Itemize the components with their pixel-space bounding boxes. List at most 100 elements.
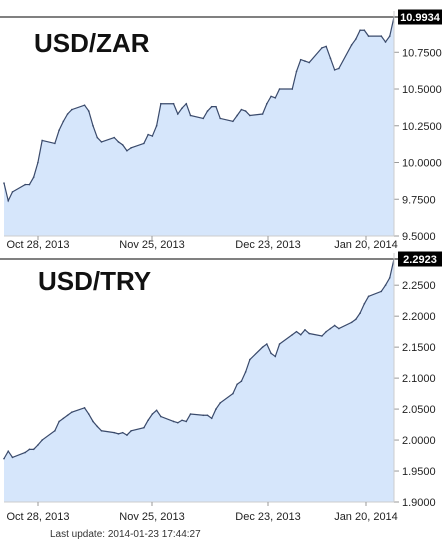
try-data-point [66, 414, 69, 417]
try-data-point [367, 295, 370, 298]
try-data-point [295, 330, 298, 333]
zar-data-point [92, 124, 94, 127]
try-data-point [83, 407, 86, 409]
zar-data-point [83, 104, 86, 106]
try-data-point [71, 411, 73, 413]
try-chart-title: USD/TRY [38, 266, 151, 296]
zar-data-point [54, 142, 56, 145]
zar-data-point [359, 29, 361, 32]
zar-data-point [236, 114, 238, 117]
try-data-point [96, 425, 99, 428]
try-data-point [100, 429, 103, 432]
try-data-point [62, 417, 65, 420]
zar-data-point [121, 144, 124, 146]
try-data-point [143, 426, 145, 429]
zar-data-point [155, 124, 158, 127]
zar-data-point [202, 117, 205, 120]
try-data-point [41, 439, 43, 441]
zar-y-tick-label: 9.5000 [402, 231, 436, 243]
try-y-tick-label: 2.2000 [402, 311, 436, 323]
zar-data-point [71, 108, 73, 111]
try-data-point [333, 324, 336, 327]
zar-data-point [3, 182, 5, 184]
try-data-point [304, 329, 306, 331]
try-y-tick-label: 2.1500 [402, 342, 436, 354]
zar-x-tick-label: Jan 20, 2014 [334, 239, 398, 251]
try-data-point [270, 352, 272, 355]
zar-data-point [206, 110, 209, 112]
try-area-fill [4, 259, 394, 502]
try-data-point [113, 431, 116, 434]
try-last-value-badge [398, 251, 442, 267]
try-data-point [299, 333, 302, 336]
try-x-tick-label: Oct 28, 2013 [7, 511, 70, 523]
try-x-tick-label: Jan 20, 2014 [334, 511, 398, 523]
try-y-tick-label: 2.1000 [402, 373, 436, 385]
zar-y-tick-label: 10.0000 [402, 158, 442, 170]
zar-data-point [274, 97, 277, 99]
try-data-point [261, 346, 264, 348]
zar-data-point [215, 105, 217, 108]
zar-data-point [249, 114, 251, 117]
zar-data-point [363, 29, 366, 32]
zar-y-tick-label: 10.5000 [402, 84, 442, 96]
zar-data-point [11, 191, 14, 193]
zar-data-point [160, 102, 162, 105]
zar-data-point [189, 114, 192, 117]
try-data-point [321, 335, 323, 337]
try-data-point [92, 420, 94, 423]
try-data-point [151, 413, 154, 415]
try-data-point [189, 413, 192, 415]
zar-data-point [270, 95, 272, 98]
try-data-point [24, 451, 27, 454]
try-data-point [32, 448, 35, 451]
zar-data-point [355, 38, 357, 40]
try-data-point [240, 380, 243, 383]
try-last-value-label: 2.2923 [403, 254, 437, 266]
try-data-point [236, 383, 238, 386]
zar-data-point [232, 120, 234, 123]
try-y-tick-label: 2.0500 [402, 404, 436, 416]
last-update-text: Last update: 2014-01-23 17:44:27 [50, 529, 201, 540]
zar-chart-title: USD/ZAR [34, 28, 150, 58]
try-data-point [7, 450, 10, 453]
zar-last-value-label: 10.9934 [400, 12, 441, 24]
zar-data-point [147, 133, 149, 136]
try-data-point [350, 321, 353, 324]
try-data-point [380, 290, 383, 293]
zar-data-point [172, 102, 175, 105]
zar-data-point [388, 35, 391, 37]
try-data-point [172, 420, 175, 423]
zar-data-point [87, 110, 90, 112]
try-data-point [219, 402, 221, 404]
zar-data-point [130, 147, 132, 149]
zar-data-point [291, 88, 294, 90]
try-data-point [11, 456, 14, 459]
zar-data-point [299, 58, 302, 61]
zar-data-point [32, 176, 35, 179]
try-data-point [388, 276, 391, 279]
try-data-point [185, 420, 188, 423]
zar-data-point [62, 120, 65, 123]
try-data-point [355, 318, 357, 321]
try-data-point [359, 312, 361, 314]
zar-data-point [41, 139, 43, 142]
zar-last-value-badge [398, 9, 442, 25]
try-data-point [181, 419, 183, 422]
zar-x-tick-label: Nov 25, 2013 [119, 239, 184, 251]
try-y-tick-label: 2.2500 [402, 280, 436, 292]
zar-data-point [350, 44, 353, 46]
zar-data-point [329, 57, 332, 59]
try-data-point [130, 429, 132, 432]
try-data-point [249, 358, 251, 361]
try-data-point [384, 284, 387, 287]
zar-data-point [266, 102, 268, 105]
try-data-point [117, 433, 120, 435]
try-data-point [338, 327, 340, 330]
zar-data-point [181, 107, 183, 109]
zar-data-point [126, 149, 128, 152]
zar-data-point [325, 45, 327, 48]
zar-data-point [219, 117, 221, 120]
try-data-point [126, 434, 128, 436]
